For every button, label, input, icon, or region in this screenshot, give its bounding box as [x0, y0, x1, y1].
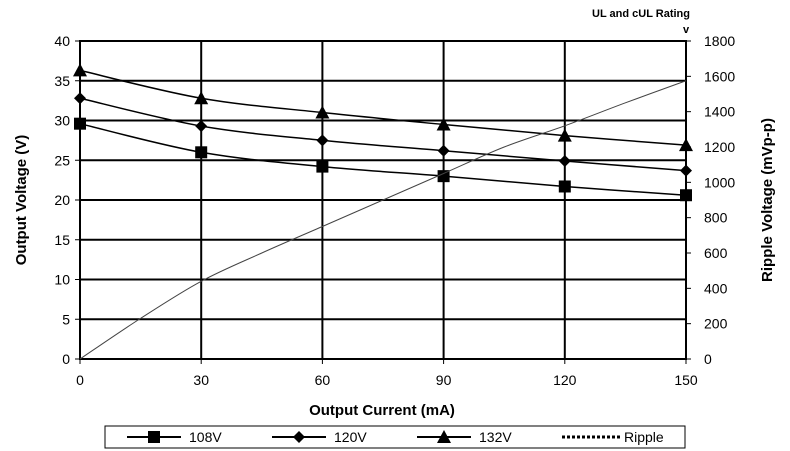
y2-tick-label: 0	[704, 351, 712, 367]
y-axis-title: Output Voltage (V)	[13, 135, 30, 266]
x-tick-label: 150	[674, 372, 698, 388]
legend-swatch-marker	[293, 431, 305, 443]
y2-tick-label: 1800	[704, 33, 735, 49]
y2-tick-label: 600	[704, 245, 728, 261]
y2-tick-label: 400	[704, 280, 728, 296]
x-tick-label: 30	[193, 372, 209, 388]
legend-label: Ripple	[624, 429, 664, 445]
data-point-132v	[194, 91, 209, 105]
data-point-120v	[680, 164, 692, 177]
y-tick-label: 10	[54, 272, 70, 288]
grid	[80, 40, 686, 359]
series-132v	[73, 63, 693, 152]
legend-item-ripple: Ripple	[562, 429, 664, 445]
axes	[75, 40, 691, 364]
data-point-120v	[437, 144, 450, 157]
data-point-108v	[316, 160, 329, 173]
series-line-ripple	[79, 80, 687, 360]
legend-swatch-marker	[148, 431, 160, 443]
data-point-132v	[315, 105, 330, 119]
legend-item-108v: 108V	[127, 429, 222, 445]
legend-label: 120V	[334, 429, 367, 445]
x-axis-title: Output Current (mA)	[309, 402, 455, 419]
tick-labels: 0510152025303540020040060080010001200140…	[54, 33, 735, 388]
series-ripple	[79, 80, 687, 360]
legend-box	[104, 425, 686, 449]
legend-item-120v: 120V	[272, 429, 367, 445]
x-tick-label: 120	[553, 372, 577, 388]
data-point-108v	[74, 117, 86, 130]
y-tick-label: 40	[54, 33, 70, 49]
y2-tick-label: 1200	[704, 139, 735, 155]
x-tick-label: 0	[76, 372, 84, 388]
data-point-120v	[74, 92, 86, 105]
y2-tick-label: 1600	[704, 68, 735, 84]
ul-rating-annotation: UL and cUL Rating	[592, 8, 690, 20]
x-tick-label: 60	[315, 372, 331, 388]
y-tick-label: 0	[62, 351, 70, 367]
x-tick-label: 90	[436, 372, 452, 388]
ul-rating-marker: v	[683, 24, 690, 36]
y2-axis-title: Ripple Voltage (mVp-p)	[759, 118, 776, 282]
y-tick-label: 5	[62, 311, 70, 327]
series-line-120v	[79, 97, 687, 172]
legend-swatch-marker	[437, 430, 451, 443]
legend-label: 108V	[189, 429, 222, 445]
data-point-132v	[436, 117, 451, 131]
y-tick-label: 25	[54, 152, 70, 168]
series-120v	[74, 92, 692, 177]
data-point-108v	[558, 180, 571, 193]
data-point-108v	[437, 170, 450, 183]
series-line-132v	[79, 69, 687, 146]
data-point-108v	[195, 146, 208, 159]
data-point-120v	[316, 134, 329, 147]
y2-tick-label: 200	[704, 316, 728, 332]
series-layer	[73, 63, 693, 360]
data-point-132v	[679, 138, 693, 152]
legend: 108V 120V 132V Ripple	[104, 425, 686, 449]
data-point-132v	[73, 63, 87, 77]
data-point-132v	[557, 128, 572, 142]
y-tick-label: 15	[54, 232, 70, 248]
legend-label: 132V	[479, 429, 512, 445]
y2-tick-label: 1000	[704, 174, 735, 190]
y-tick-label: 30	[54, 113, 70, 129]
data-point-120v	[195, 120, 208, 133]
legend-item-132v: 132V	[417, 429, 512, 445]
data-point-120v	[558, 155, 571, 168]
y2-tick-label: 800	[704, 210, 728, 226]
y-tick-label: 35	[54, 73, 70, 89]
series-line-108v	[79, 122, 687, 196]
data-point-108v	[680, 189, 692, 202]
y-tick-label: 20	[54, 192, 70, 208]
series-108v	[74, 117, 692, 202]
y2-tick-label: 1400	[704, 104, 735, 120]
